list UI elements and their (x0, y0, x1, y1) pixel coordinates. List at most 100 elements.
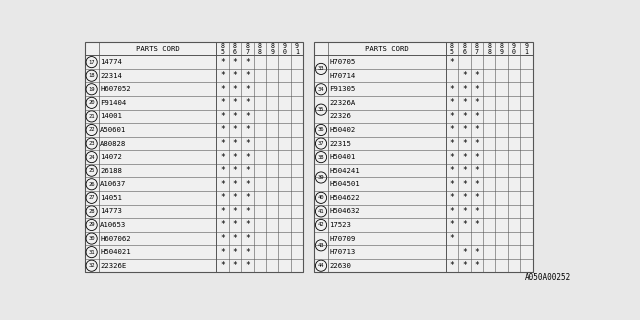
Text: 22315: 22315 (330, 140, 351, 147)
Text: H504021: H504021 (100, 249, 131, 255)
Text: H70705: H70705 (330, 59, 356, 65)
Text: *: * (220, 71, 225, 80)
Text: 14001: 14001 (100, 113, 122, 119)
Text: *: * (245, 220, 250, 229)
Text: *: * (474, 139, 479, 148)
Text: 8
5: 8 5 (221, 43, 225, 55)
Text: 27: 27 (88, 195, 95, 200)
Text: *: * (462, 98, 467, 107)
Text: A80828: A80828 (100, 140, 127, 147)
Text: A050A00252: A050A00252 (525, 273, 572, 282)
Text: *: * (232, 98, 237, 107)
Text: H607052: H607052 (100, 86, 131, 92)
Bar (314, 42, 532, 273)
Text: 43: 43 (318, 243, 324, 248)
Text: *: * (245, 207, 250, 216)
Text: *: * (232, 261, 237, 270)
Text: *: * (245, 58, 250, 67)
Text: 9
1: 9 1 (295, 43, 299, 55)
Text: *: * (462, 112, 467, 121)
Text: *: * (232, 193, 237, 202)
Text: 18: 18 (88, 73, 95, 78)
Text: *: * (245, 112, 250, 121)
Text: *: * (232, 85, 237, 94)
Text: 32: 32 (88, 263, 95, 268)
Text: *: * (462, 166, 467, 175)
Text: *: * (232, 234, 237, 243)
Text: 26: 26 (88, 182, 95, 187)
Text: *: * (220, 193, 225, 202)
Text: 17: 17 (88, 60, 95, 65)
Text: *: * (474, 166, 479, 175)
Text: 8
9: 8 9 (270, 43, 274, 55)
Text: A50601: A50601 (100, 127, 127, 133)
Text: *: * (474, 193, 479, 202)
Text: *: * (245, 125, 250, 134)
Text: *: * (245, 166, 250, 175)
Text: *: * (232, 220, 237, 229)
Text: *: * (245, 193, 250, 202)
Text: *: * (220, 180, 225, 189)
Text: *: * (220, 125, 225, 134)
Text: *: * (450, 112, 454, 121)
Text: 35: 35 (318, 107, 324, 112)
Text: *: * (220, 166, 225, 175)
Text: 31: 31 (88, 250, 95, 255)
Text: H50402: H50402 (330, 127, 356, 133)
Text: 8
7: 8 7 (475, 43, 479, 55)
Bar (84, 42, 303, 273)
Text: 19: 19 (88, 87, 95, 92)
Text: *: * (462, 85, 467, 94)
Text: 14774: 14774 (100, 59, 122, 65)
Text: *: * (220, 220, 225, 229)
Text: 22326: 22326 (330, 113, 351, 119)
Text: *: * (474, 71, 479, 80)
Text: *: * (232, 207, 237, 216)
Text: *: * (462, 125, 467, 134)
Bar (84, 42, 303, 273)
Text: *: * (450, 125, 454, 134)
Text: *: * (245, 234, 250, 243)
Text: F91305: F91305 (330, 86, 356, 92)
Text: *: * (474, 248, 479, 257)
Text: *: * (220, 261, 225, 270)
Text: *: * (450, 193, 454, 202)
Text: *: * (245, 98, 250, 107)
Text: *: * (450, 220, 454, 229)
Text: PARTS CORD: PARTS CORD (136, 46, 179, 52)
Text: *: * (245, 85, 250, 94)
Text: *: * (474, 112, 479, 121)
Text: 39: 39 (318, 175, 324, 180)
Text: *: * (232, 71, 237, 80)
Text: 33: 33 (318, 67, 324, 71)
Text: *: * (245, 180, 250, 189)
Text: 22314: 22314 (100, 73, 122, 79)
Text: *: * (474, 125, 479, 134)
Text: 8
7: 8 7 (245, 43, 250, 55)
Text: 28: 28 (88, 209, 95, 214)
Text: A10653: A10653 (100, 222, 127, 228)
Text: 29: 29 (88, 222, 95, 228)
Text: 9
0: 9 0 (512, 43, 516, 55)
Text: H504501: H504501 (330, 181, 360, 187)
Text: *: * (474, 220, 479, 229)
Text: *: * (462, 207, 467, 216)
Text: *: * (450, 166, 454, 175)
Text: *: * (462, 153, 467, 162)
Text: *: * (245, 261, 250, 270)
Text: 8
5: 8 5 (450, 43, 454, 55)
Bar (314, 42, 532, 273)
Text: *: * (462, 220, 467, 229)
Text: H504241: H504241 (330, 168, 360, 174)
Text: *: * (232, 139, 237, 148)
Text: H70709: H70709 (330, 236, 356, 242)
Text: 25: 25 (88, 168, 95, 173)
Text: 9
0: 9 0 (283, 43, 287, 55)
Text: *: * (462, 261, 467, 270)
Text: *: * (450, 85, 454, 94)
Text: *: * (232, 153, 237, 162)
Text: *: * (245, 153, 250, 162)
Text: PARTS CORD: PARTS CORD (365, 46, 409, 52)
Text: 20: 20 (88, 100, 95, 105)
Text: *: * (232, 248, 237, 257)
